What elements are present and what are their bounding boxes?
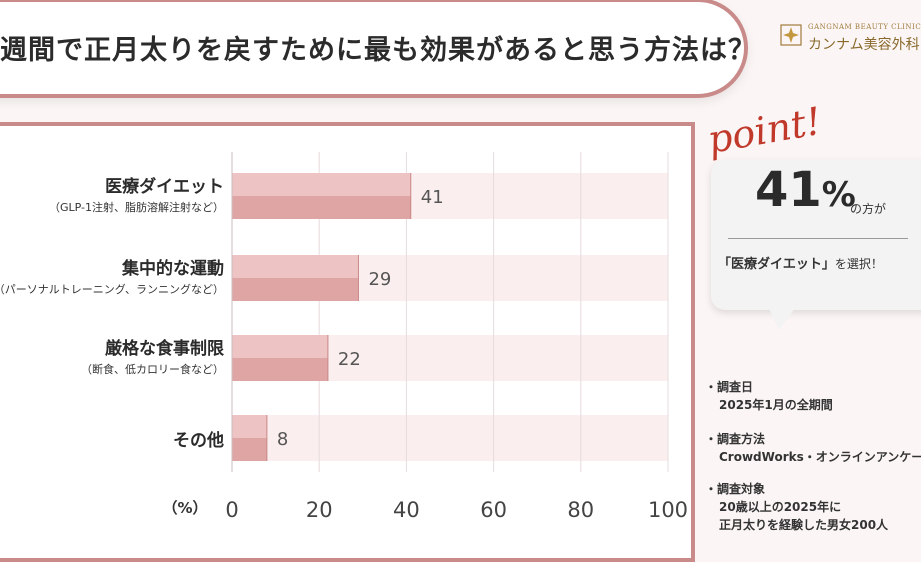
bar-highlight (232, 415, 267, 438)
speech-bubble-tail (765, 300, 801, 330)
category-name: 厳格な食事制限 (105, 339, 224, 359)
x-tick-label: 20 (306, 498, 333, 522)
logo-japanese-text: カンナム美容外科 (808, 37, 920, 53)
x-tick-label: 100 (648, 498, 688, 522)
category-name: 医療ダイエット (105, 177, 224, 197)
bar-highlight (232, 173, 411, 196)
bar (232, 196, 411, 219)
title-banner (0, 0, 748, 98)
page-title: 週間で正月太りを戻すために最も効果があると思う方法は？ (0, 35, 756, 66)
category-name: その他 (173, 431, 224, 451)
callout-divider (728, 238, 908, 239)
callout-percent-suffix: の方が (850, 202, 887, 216)
clinic-logo: GANGNAM BEAUTY CLINIC カンナム美容外科 (780, 20, 921, 60)
bar (232, 358, 328, 381)
x-tick-label: 60 (480, 498, 507, 522)
bar-highlight (232, 255, 359, 278)
category-label: 厳格な食事制限 （断食、低カロリー食など） (81, 334, 224, 377)
logo-mark-icon (780, 24, 802, 46)
survey-item-method: ・調査方法 CrowdWorks・オンラインアンケート (705, 432, 921, 464)
bar-value-label: 29 (368, 269, 391, 290)
point-annotation: point! (704, 98, 825, 162)
callout-percent: 41% (755, 162, 856, 218)
x-axis-unit-label: （%） (162, 499, 207, 517)
bar-track (232, 415, 668, 461)
x-tick-label: 80 (567, 498, 594, 522)
logo-english-text: GANGNAM BEAUTY CLINIC (808, 23, 921, 31)
bar-highlight (232, 335, 328, 358)
bar (232, 278, 359, 301)
bar-value-label: 8 (277, 429, 288, 450)
category-sublabel: （断食、低カロリー食など） (81, 363, 224, 376)
bar-chart: 0 20 40 60 80 100 （%） 41 29 22 8 (162, 152, 688, 522)
x-tick-label: 0 (225, 498, 238, 522)
callout-choice-text: 「医療ダイエット」を選択！ (718, 257, 883, 272)
category-label: 医療ダイエット （GLP-1注射、脂肪溶解注射など） (49, 172, 224, 215)
bar-value-label: 41 (421, 187, 444, 208)
category-label: その他 (173, 426, 224, 451)
speech-bubble (711, 160, 921, 310)
bar (232, 438, 267, 461)
x-tick-label: 40 (393, 498, 420, 522)
category-sublabel: （パーソナルトレーニング、ランニングなど） (0, 283, 224, 296)
survey-item-target: ・調査対象 20歳以上の2025年に 正月太りを経験した男女200人 (705, 482, 889, 532)
survey-item-date: ・調査日 2025年1月の全期間 (705, 380, 833, 412)
category-name: 集中的な運動 (122, 259, 224, 279)
category-sublabel: （GLP-1注射、脂肪溶解注射など） (48, 201, 224, 214)
bar-value-label: 22 (338, 349, 361, 370)
category-label: 集中的な運動 （パーソナルトレーニング、ランニングなど） (0, 254, 224, 297)
